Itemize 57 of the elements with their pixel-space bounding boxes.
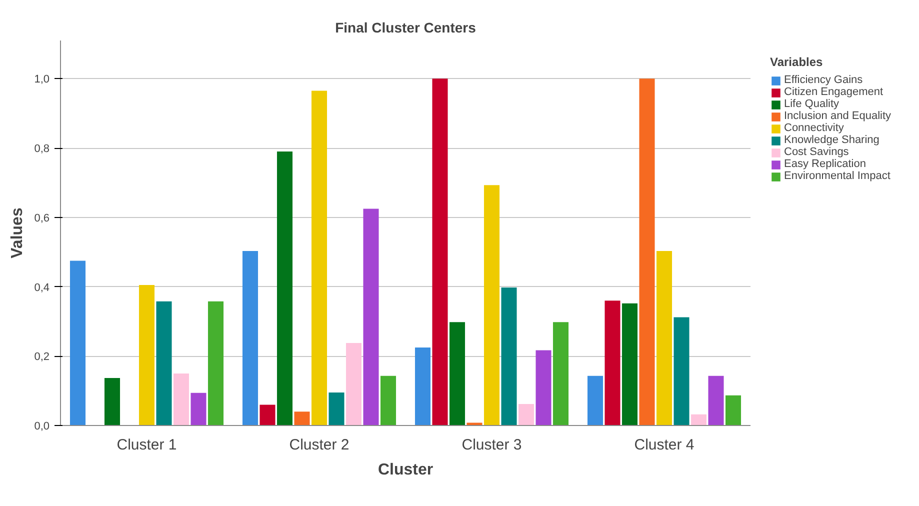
bar bbox=[70, 260, 86, 426]
bar bbox=[725, 395, 742, 426]
bar bbox=[328, 392, 344, 426]
legend-label: Easy Replication bbox=[784, 158, 866, 170]
bar bbox=[432, 78, 448, 426]
bar bbox=[449, 322, 466, 426]
bar bbox=[242, 251, 258, 426]
bar bbox=[587, 376, 604, 426]
bar bbox=[501, 287, 517, 426]
bar bbox=[639, 78, 655, 426]
x-tick-label: Cluster 2 bbox=[289, 436, 350, 454]
y-axis-title: Values bbox=[9, 208, 26, 258]
legend-label: Knowledge Sharing bbox=[784, 134, 880, 146]
bar bbox=[622, 303, 638, 426]
bar bbox=[466, 422, 482, 426]
bar bbox=[552, 322, 569, 426]
legend-label: Life Quality bbox=[784, 98, 840, 110]
y-tick-label: 0,0 bbox=[34, 420, 50, 432]
x-tick-label: Cluster 3 bbox=[462, 436, 522, 454]
legend-title: Variables bbox=[770, 55, 824, 69]
bar bbox=[156, 301, 172, 426]
bar bbox=[518, 404, 534, 426]
legend-label: Environmental Impact bbox=[784, 170, 890, 182]
y-tick-label: 0,4 bbox=[34, 282, 50, 294]
bar bbox=[708, 376, 724, 426]
bar bbox=[138, 285, 155, 426]
bar bbox=[208, 301, 224, 426]
bar bbox=[484, 185, 500, 426]
legend-label: Inclusion and Equality bbox=[784, 110, 892, 122]
y-tick-label: 0,2 bbox=[34, 351, 50, 364]
legend-label: Connectivity bbox=[784, 122, 844, 134]
bar bbox=[104, 378, 120, 426]
bar bbox=[674, 317, 690, 426]
y-tick-label: 0,6 bbox=[34, 212, 50, 224]
bar bbox=[346, 342, 362, 426]
bar bbox=[380, 376, 396, 426]
legend-label: Efficiency Gains bbox=[784, 74, 863, 86]
bar bbox=[173, 373, 190, 426]
legend-label: Cost Savings bbox=[784, 146, 849, 158]
x-axis-title: Cluster bbox=[378, 462, 434, 478]
bar bbox=[311, 90, 328, 426]
bar bbox=[190, 392, 206, 426]
bar bbox=[414, 347, 431, 426]
y-tick-label: 1,0 bbox=[34, 74, 50, 86]
bar bbox=[276, 151, 293, 426]
bar bbox=[294, 412, 310, 426]
bar bbox=[363, 208, 379, 426]
x-tick-label: Cluster 1 bbox=[116, 436, 177, 454]
bar bbox=[536, 350, 552, 426]
bar bbox=[656, 251, 672, 426]
legend-label: Citizen Engagement bbox=[784, 86, 884, 98]
x-tick-label: Cluster 4 bbox=[634, 436, 694, 454]
bar bbox=[604, 300, 620, 426]
y-tick-label: 0,8 bbox=[34, 143, 50, 156]
chart-title: Final Cluster Centers bbox=[335, 20, 476, 36]
bar bbox=[690, 414, 707, 426]
bar bbox=[260, 404, 276, 426]
